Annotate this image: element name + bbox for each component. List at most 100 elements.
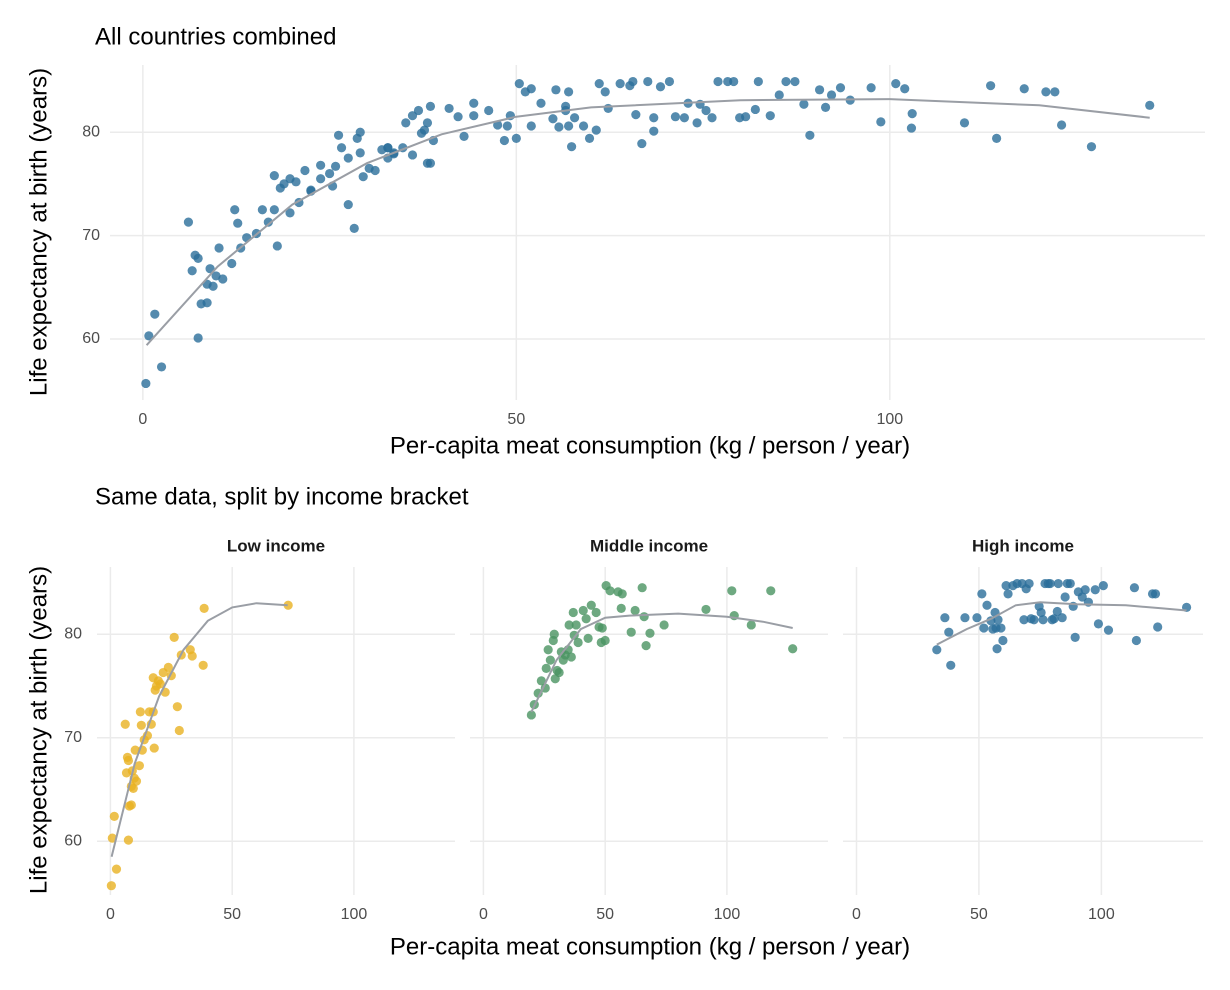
x-tick-label: 100 xyxy=(1088,906,1115,923)
point xyxy=(285,208,295,218)
x-tick-label: 0 xyxy=(479,906,488,923)
point xyxy=(932,645,942,655)
point xyxy=(520,87,530,97)
point xyxy=(193,333,203,343)
point xyxy=(960,613,970,623)
point xyxy=(144,331,154,341)
chart-title: Same data, split by income bracket xyxy=(95,483,469,510)
point xyxy=(998,635,1008,646)
point xyxy=(131,776,142,786)
point xyxy=(272,241,282,251)
point xyxy=(564,620,574,630)
point xyxy=(664,76,675,87)
point xyxy=(566,652,576,662)
point xyxy=(766,586,776,596)
point xyxy=(291,177,301,187)
point xyxy=(586,600,596,610)
point xyxy=(1053,578,1063,589)
point xyxy=(257,205,267,215)
point xyxy=(343,199,353,210)
point xyxy=(564,121,574,131)
point xyxy=(1057,613,1067,623)
point xyxy=(631,110,641,120)
point xyxy=(355,127,365,137)
point xyxy=(979,623,989,633)
point xyxy=(1036,607,1046,618)
point xyxy=(1019,615,1029,625)
point xyxy=(637,138,647,149)
point xyxy=(750,104,760,115)
point xyxy=(659,620,669,630)
point xyxy=(992,133,1002,144)
y-tick-label: 80 xyxy=(82,123,100,140)
point xyxy=(1029,615,1039,625)
point xyxy=(594,79,604,89)
y-tick-label: 60 xyxy=(82,330,100,347)
point xyxy=(123,755,134,766)
point xyxy=(1050,87,1060,97)
point xyxy=(1150,589,1161,599)
point xyxy=(343,153,353,163)
point xyxy=(540,683,550,693)
point xyxy=(459,131,469,141)
point xyxy=(996,623,1006,633)
point xyxy=(1052,606,1062,617)
point xyxy=(316,160,326,170)
point xyxy=(826,90,837,100)
point xyxy=(554,122,564,132)
point xyxy=(541,663,551,674)
point xyxy=(545,655,555,665)
chart-title: All countries combined xyxy=(95,23,336,50)
point xyxy=(514,79,524,89)
point xyxy=(123,835,134,845)
point xyxy=(126,800,136,810)
point xyxy=(906,123,917,133)
point xyxy=(1041,87,1051,97)
point xyxy=(1056,120,1067,130)
point xyxy=(727,586,737,596)
point xyxy=(1093,619,1104,629)
point xyxy=(187,266,197,276)
x-tick-label: 0 xyxy=(106,906,115,923)
point xyxy=(407,111,418,121)
strip-label: Low income xyxy=(227,536,325,555)
point xyxy=(617,589,627,599)
point xyxy=(316,174,326,184)
point xyxy=(986,81,996,91)
y-axis-label: Life expectancy at birth (years) xyxy=(25,566,52,894)
point xyxy=(187,651,197,661)
point xyxy=(692,118,702,128)
point xyxy=(591,607,601,618)
point xyxy=(907,108,917,119)
point xyxy=(425,101,436,111)
point xyxy=(1080,585,1090,595)
trend-line xyxy=(145,98,1150,346)
point xyxy=(616,603,626,613)
point xyxy=(269,205,279,215)
point xyxy=(866,83,876,93)
point xyxy=(1090,585,1100,595)
y-tick-label: 70 xyxy=(82,227,100,244)
point xyxy=(600,87,610,97)
point xyxy=(526,710,536,720)
strip-label: High income xyxy=(972,536,1074,555)
x-tick-label: 50 xyxy=(970,906,988,923)
point xyxy=(568,607,578,618)
point xyxy=(163,662,173,672)
point xyxy=(536,676,546,686)
point xyxy=(992,644,1002,654)
point xyxy=(484,105,494,116)
point xyxy=(799,99,809,109)
point xyxy=(383,143,393,153)
point xyxy=(774,90,784,100)
point xyxy=(199,603,209,613)
point xyxy=(324,168,335,179)
point xyxy=(1129,583,1140,593)
point xyxy=(591,125,601,135)
point xyxy=(876,117,886,127)
point xyxy=(753,76,763,87)
point xyxy=(230,205,240,215)
point xyxy=(1145,100,1155,110)
point xyxy=(1153,622,1163,632)
point xyxy=(499,135,509,146)
